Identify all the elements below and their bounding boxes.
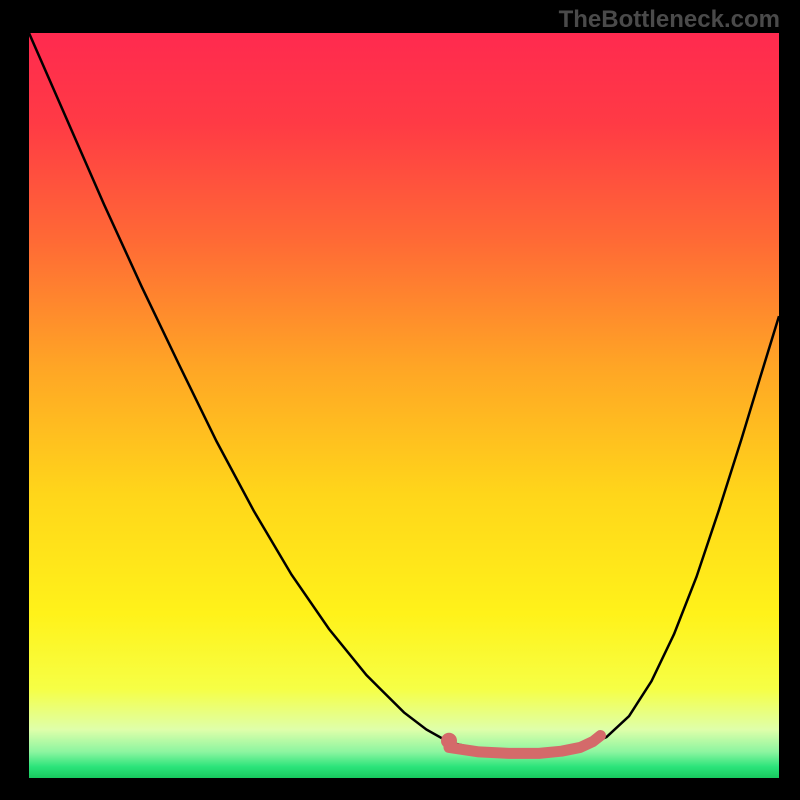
bottleneck-curve <box>29 33 779 750</box>
chart-overlay-svg <box>29 33 779 778</box>
watermark-text: TheBottleneck.com <box>559 6 780 34</box>
trough-dot <box>441 733 457 749</box>
trough-highlight-line <box>449 736 601 754</box>
plot-area <box>29 33 779 778</box>
stage: TheBottleneck.com <box>0 0 800 800</box>
